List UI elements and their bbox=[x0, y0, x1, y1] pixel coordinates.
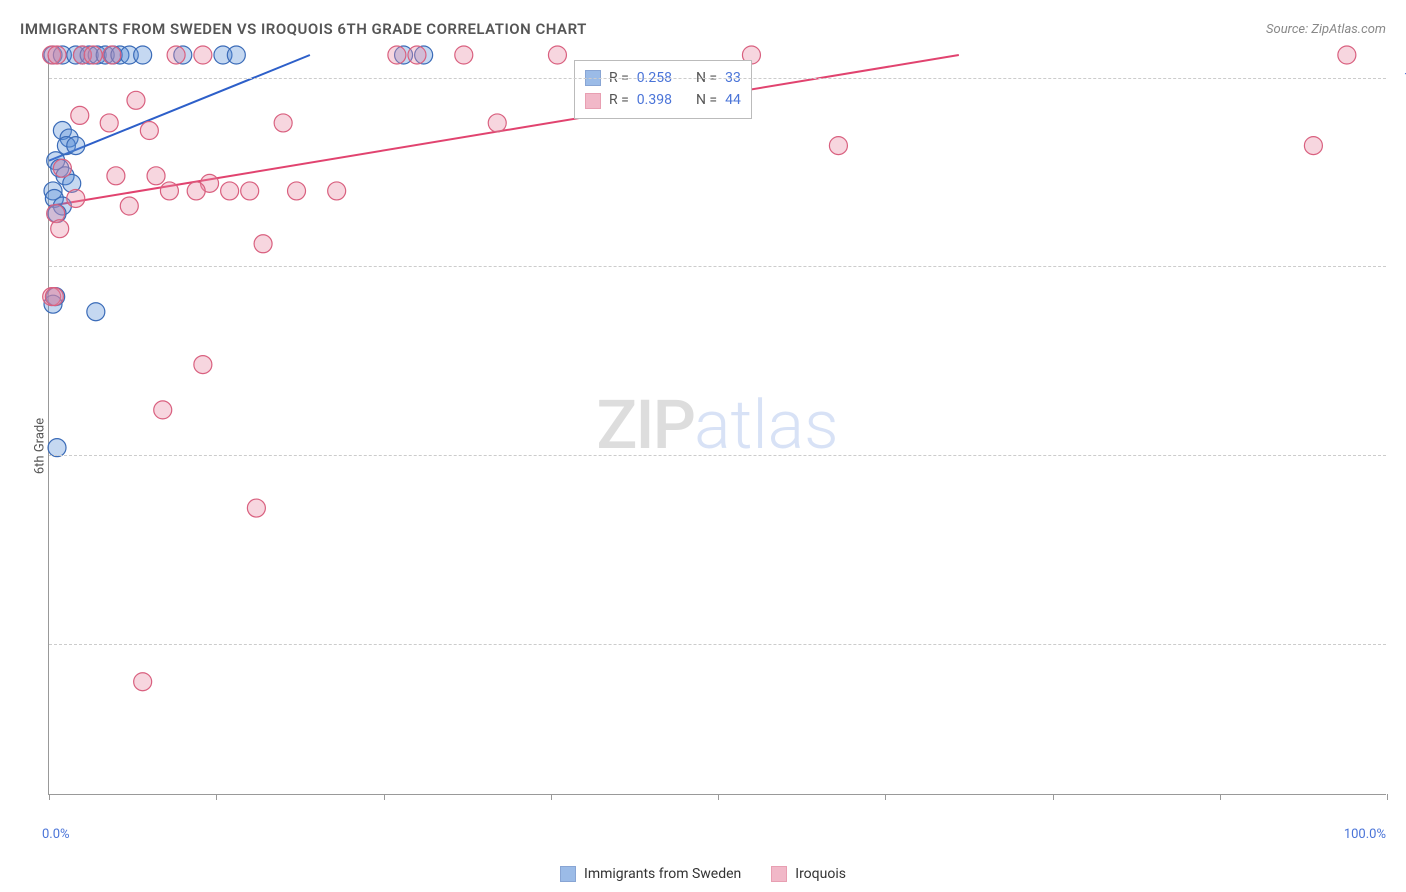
data-point bbox=[488, 114, 506, 132]
series-legend: Immigrants from Sweden Iroquois bbox=[0, 866, 1406, 882]
r-label: R = bbox=[609, 89, 629, 111]
plot-area: ZIPatlas R = 0.258 N = 33 R = 0.398 N = … bbox=[48, 55, 1386, 795]
scatter-points bbox=[49, 55, 1386, 794]
legend-label: Immigrants from Sweden bbox=[584, 866, 741, 882]
data-point bbox=[53, 159, 71, 177]
y-tick-label: 97.5% bbox=[1391, 259, 1406, 274]
x-tick bbox=[216, 794, 217, 800]
y-axis-label: 6th Grade bbox=[33, 418, 48, 474]
data-point bbox=[455, 46, 473, 64]
data-point bbox=[388, 46, 406, 64]
legend-label: Iroquois bbox=[795, 866, 846, 882]
data-point bbox=[84, 46, 102, 64]
data-point bbox=[48, 439, 66, 457]
data-point bbox=[154, 401, 172, 419]
gridline bbox=[49, 266, 1386, 267]
data-point bbox=[221, 182, 239, 200]
data-point bbox=[45, 288, 63, 306]
swatch-legend-0 bbox=[560, 866, 576, 882]
data-point bbox=[103, 46, 121, 64]
gridline bbox=[49, 78, 1386, 79]
stats-row: R = 0.398 N = 44 bbox=[585, 89, 741, 111]
source-label: Source: ZipAtlas.com bbox=[1266, 22, 1386, 37]
legend-item: Immigrants from Sweden bbox=[560, 866, 741, 882]
n-label: N = bbox=[696, 89, 717, 111]
stats-legend: R = 0.258 N = 33 R = 0.398 N = 44 bbox=[574, 60, 752, 119]
swatch-legend-1 bbox=[771, 866, 787, 882]
data-point bbox=[548, 46, 566, 64]
data-point bbox=[160, 182, 178, 200]
data-point bbox=[67, 189, 85, 207]
r-value: 0.398 bbox=[637, 89, 672, 111]
data-point bbox=[120, 197, 138, 215]
data-point bbox=[288, 182, 306, 200]
data-point bbox=[87, 303, 105, 321]
data-point bbox=[408, 46, 426, 64]
data-point bbox=[134, 673, 152, 691]
data-point bbox=[134, 46, 152, 64]
swatch-series-1 bbox=[585, 93, 601, 109]
legend-item: Iroquois bbox=[771, 866, 846, 882]
x-tick bbox=[384, 794, 385, 800]
data-point bbox=[51, 220, 69, 238]
x-tick bbox=[1387, 794, 1388, 800]
x-tick bbox=[551, 794, 552, 800]
data-point bbox=[187, 182, 205, 200]
gridline bbox=[49, 644, 1386, 645]
y-tick-label: 100.0% bbox=[1391, 70, 1406, 85]
x-axis-right-label: 100.0% bbox=[1344, 827, 1386, 842]
x-axis-left-label: 0.0% bbox=[42, 827, 70, 842]
y-tick-label: 95.0% bbox=[1391, 448, 1406, 463]
y-tick-label: 92.5% bbox=[1391, 636, 1406, 651]
data-point bbox=[147, 167, 165, 185]
chart-title: IMMIGRANTS FROM SWEDEN VS IROQUOIS 6TH G… bbox=[20, 20, 587, 38]
data-point bbox=[48, 46, 66, 64]
data-point bbox=[1338, 46, 1356, 64]
n-value: 44 bbox=[725, 89, 741, 111]
data-point bbox=[67, 137, 85, 155]
data-point bbox=[100, 114, 118, 132]
data-point bbox=[167, 46, 185, 64]
x-tick bbox=[1220, 794, 1221, 800]
data-point bbox=[227, 46, 245, 64]
x-tick bbox=[49, 794, 50, 800]
data-point bbox=[328, 182, 346, 200]
data-point bbox=[247, 499, 265, 517]
data-point bbox=[194, 356, 212, 374]
data-point bbox=[127, 91, 145, 109]
gridline bbox=[49, 455, 1386, 456]
x-tick bbox=[1053, 794, 1054, 800]
data-point bbox=[274, 114, 292, 132]
data-point bbox=[1304, 137, 1322, 155]
data-point bbox=[194, 46, 212, 64]
x-tick bbox=[718, 794, 719, 800]
data-point bbox=[140, 122, 158, 140]
data-point bbox=[107, 167, 125, 185]
data-point bbox=[829, 137, 847, 155]
data-point bbox=[71, 106, 89, 124]
data-point bbox=[241, 182, 259, 200]
data-point bbox=[254, 235, 272, 253]
x-tick bbox=[885, 794, 886, 800]
